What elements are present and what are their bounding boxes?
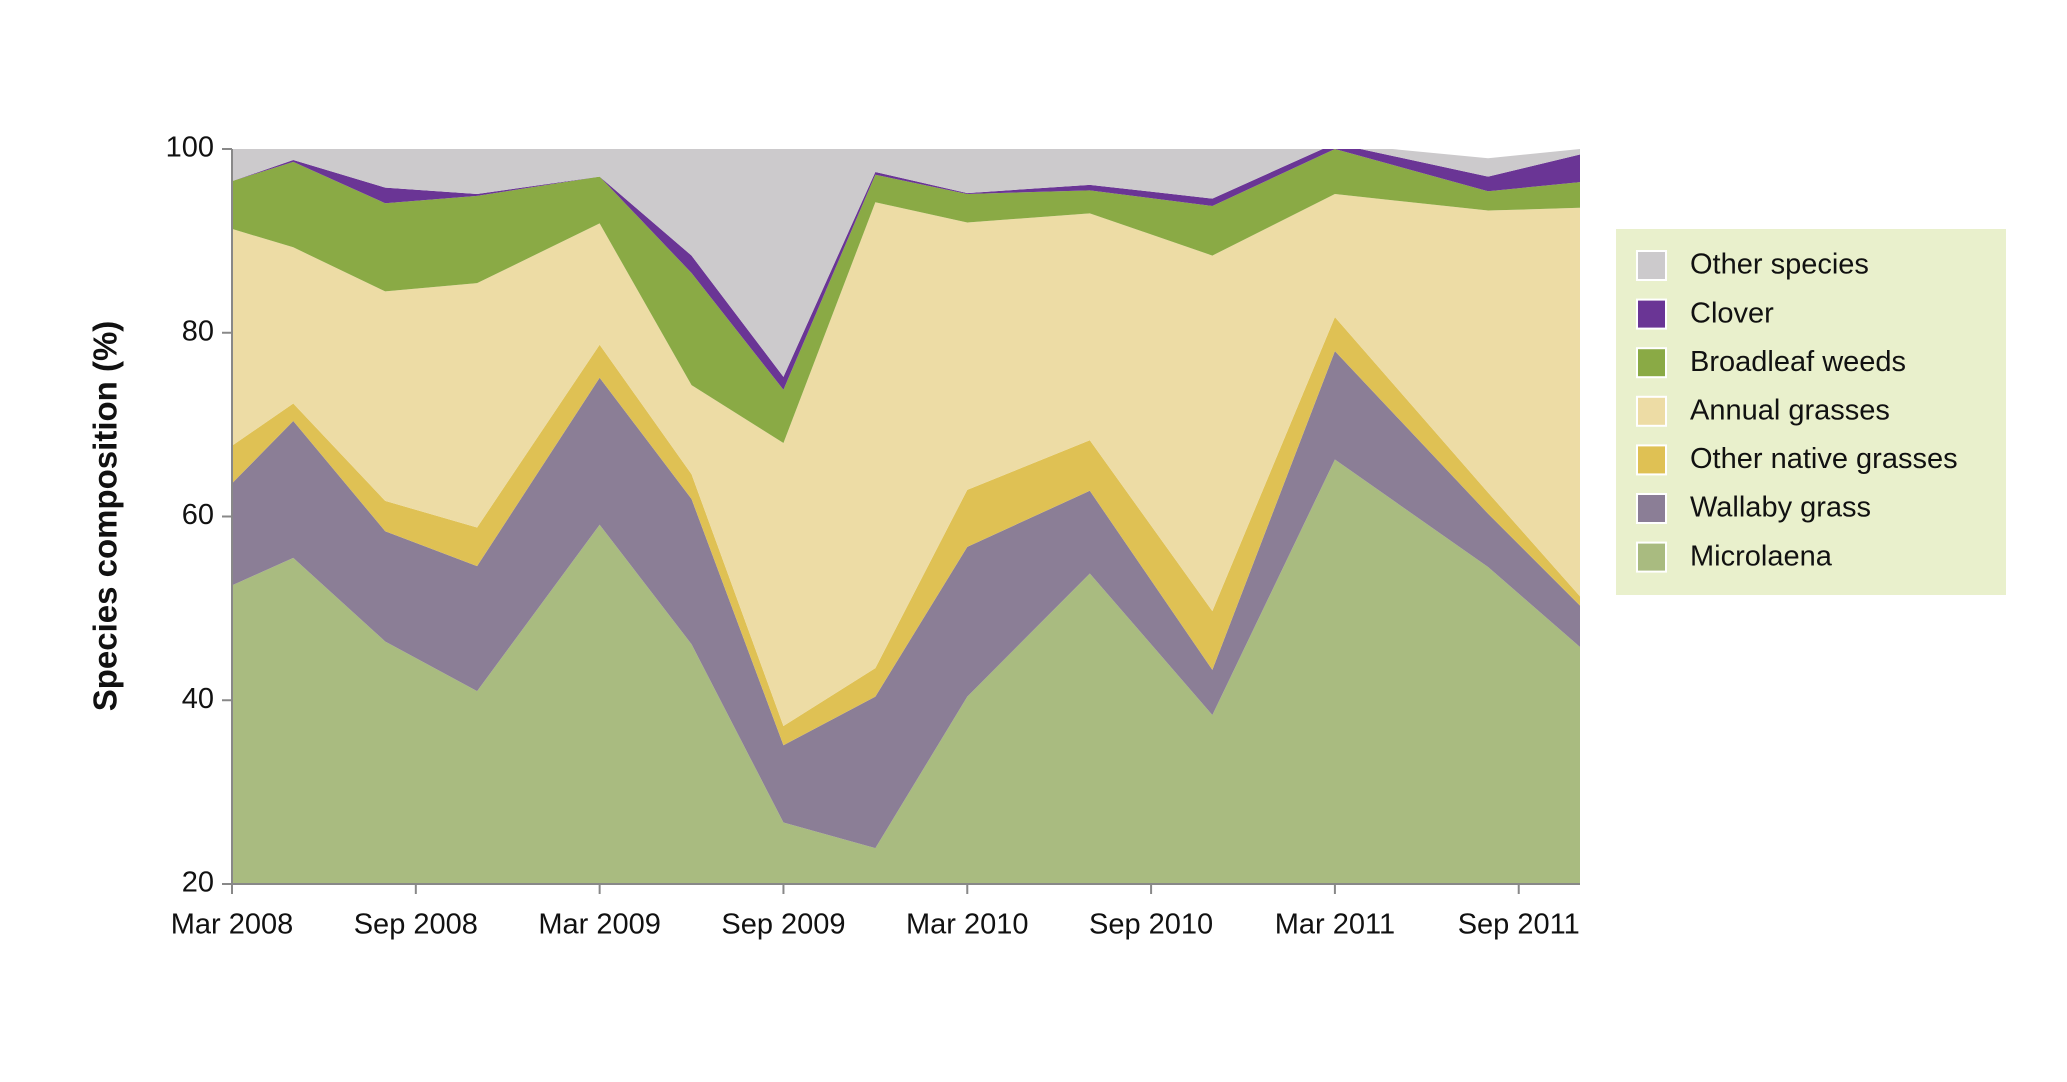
y-tick-label: 60 [182, 499, 214, 531]
legend-label: Other native grasses [1690, 443, 1958, 475]
legend-label: Microlaena [1690, 540, 1833, 572]
plot-area [232, 149, 1580, 884]
area [232, 149, 1580, 377]
legend-swatch [1636, 493, 1667, 524]
legend-swatch [1636, 541, 1667, 573]
area [232, 459, 1580, 884]
y-axis-title: Species composition (%) [87, 321, 124, 712]
y-tick-label: 100 [166, 132, 214, 164]
area [232, 317, 1580, 746]
y-tick-label: 80 [182, 315, 214, 347]
legend-box [1616, 229, 2006, 595]
area [232, 149, 1580, 443]
x-tick-label: Sep 2009 [721, 909, 845, 941]
legend-swatch [1636, 250, 1667, 281]
legend-label: Clover [1690, 297, 1774, 329]
legend-label: Broadleaf weeds [1690, 346, 1906, 378]
legend-label: Other species [1690, 249, 1869, 281]
x-tick-label: Mar 2009 [538, 909, 661, 941]
x-tick-label: Mar 2010 [906, 909, 1029, 941]
legend-label: Wallaby grass [1690, 492, 1871, 524]
x-tick-label: Mar 2011 [1275, 909, 1395, 941]
y-tick-label: 20 [182, 867, 214, 899]
y-tick-label: 40 [182, 683, 214, 715]
legend-swatch [1636, 347, 1667, 379]
legend-swatch [1636, 395, 1667, 427]
x-tick-label: Mar 2008 [171, 909, 294, 941]
legend-swatch [1636, 444, 1667, 476]
legend-swatch [1636, 298, 1667, 330]
x-tick-label: Sep 2008 [354, 909, 478, 941]
legend-label: Annual grasses [1690, 394, 1890, 426]
x-tick-label: Sep 2010 [1089, 909, 1213, 941]
area [232, 194, 1580, 726]
x-tick-label: Sep 2011 [1458, 909, 1580, 941]
area [232, 149, 1580, 390]
area [232, 351, 1580, 849]
